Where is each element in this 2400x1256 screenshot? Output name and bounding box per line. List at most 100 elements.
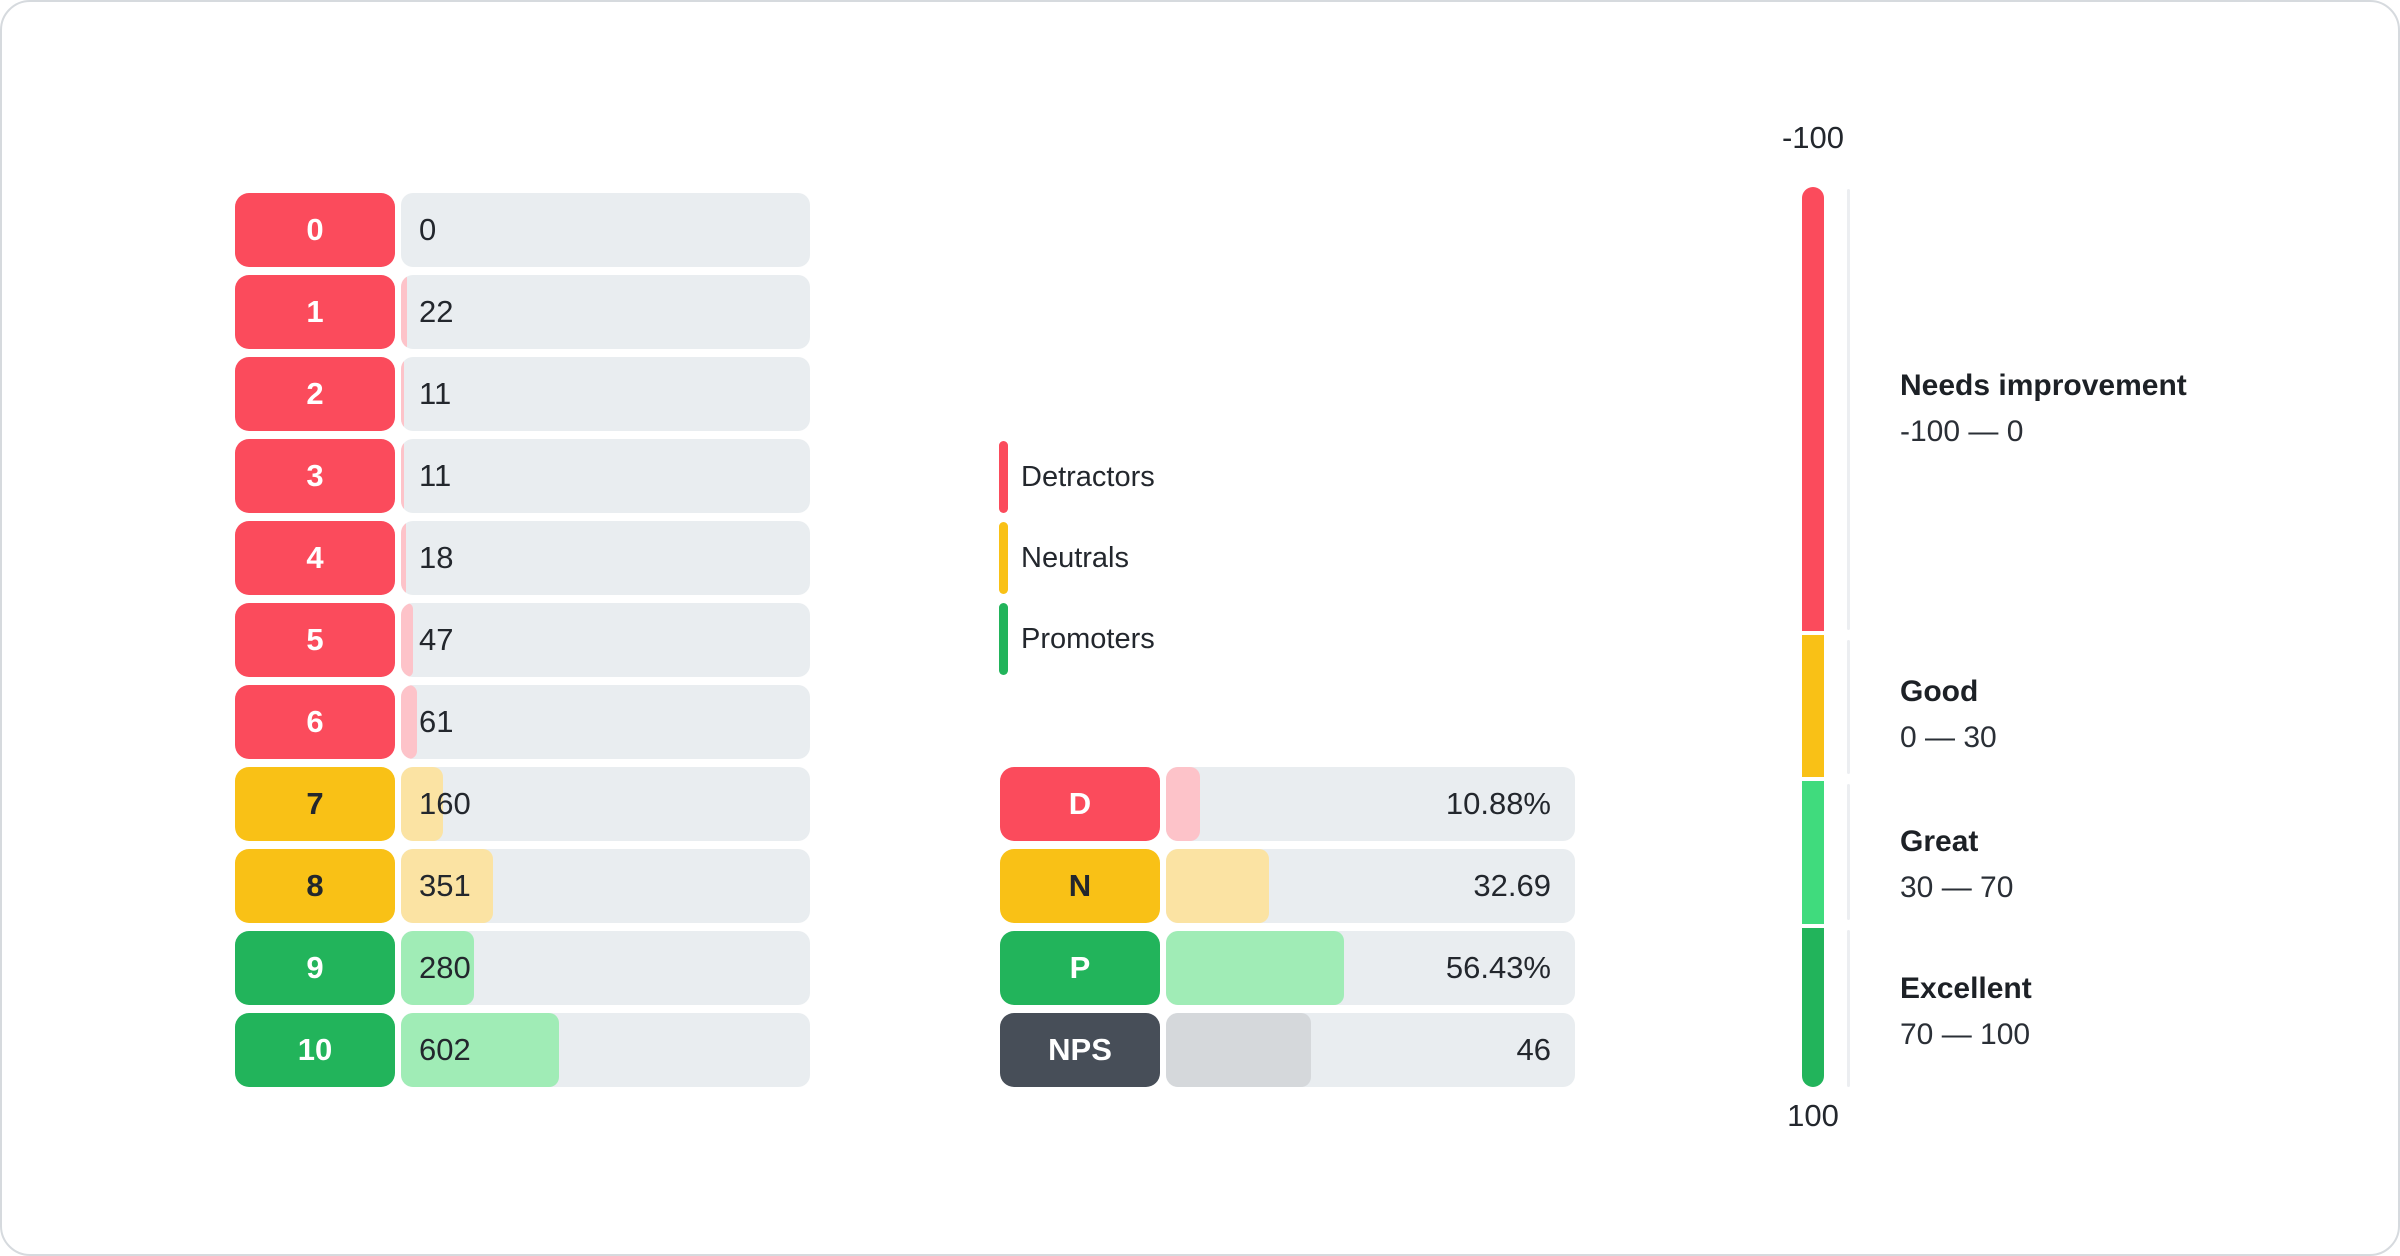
gauge-zone-title: Great: [1900, 825, 1979, 858]
summary-track-p: 56.43%: [1166, 931, 1575, 1005]
score-bar-fill-9: [401, 931, 475, 1005]
score-count-label: 22: [419, 294, 454, 329]
score-badge-0: 0: [235, 193, 395, 267]
score-row-5: 5 47: [235, 603, 810, 677]
summary-row-d: D 10.88%: [1000, 767, 1575, 841]
score-count-label: 47: [419, 622, 454, 657]
score-row-1: 1 22: [235, 275, 810, 349]
score-count-label: 11: [419, 376, 452, 411]
gauge-axis-segment: [1847, 930, 1850, 1087]
summary-badge-d: D: [1000, 767, 1160, 841]
score-badge-8: 8: [235, 849, 395, 923]
gauge-zone-title: Needs improvement: [1900, 369, 2187, 402]
summary-bar-fill-n: [1166, 849, 1269, 923]
legend-label: Promoters: [1021, 622, 1155, 655]
score-badge-2: 2: [235, 357, 395, 431]
legend-label: Neutrals: [1021, 541, 1129, 574]
score-row-10: 10 602: [235, 1013, 810, 1087]
score-count-label: 160: [419, 786, 471, 821]
gauge-zone-great: Great 30 — 70: [1900, 820, 2013, 912]
score-bar-fill-4: [401, 521, 406, 595]
gauge-max-label: 100: [1787, 1098, 1839, 1133]
score-badge-1: 1: [235, 275, 395, 349]
score-distribution-chart: 0 0 1 22 2 11 3 11 4 18 5 47 6 61 7 160 8 351 9 280 10 602: [235, 193, 810, 1095]
summary-bar-fill-nps: [1166, 1013, 1311, 1087]
gauge-zone-good: Good 0 — 30: [1900, 670, 1997, 762]
legend-swatch-promoters: [999, 603, 1008, 675]
summary-bar-fill-d: [1166, 767, 1201, 841]
summary-track-n: 32.69: [1166, 849, 1575, 923]
score-bar-fill-3: [401, 439, 404, 513]
gauge-zone-excellent: Excellent 70 — 100: [1900, 967, 2032, 1059]
gauge-zone-range: 70 — 100: [1900, 1018, 2031, 1051]
score-badge-3: 3: [235, 439, 395, 513]
score-track-2: 11: [401, 357, 810, 431]
score-track-0: 0: [401, 193, 810, 267]
score-track-7: 160: [401, 767, 810, 841]
score-track-3: 11: [401, 439, 810, 513]
summary-badge-p: P: [1000, 931, 1160, 1005]
score-badge-4: 4: [235, 521, 395, 595]
score-badge-10: 10: [235, 1013, 395, 1087]
gauge-zone-range: 30 — 70: [1900, 871, 2014, 904]
gauge-axis-segment: [1847, 189, 1850, 630]
score-count-label: 18: [419, 540, 454, 575]
score-badge-6: 6: [235, 685, 395, 759]
score-count-label: 602: [419, 1032, 471, 1067]
gauge-segment-needs-improvement: [1802, 187, 1824, 631]
score-track-10: 602: [401, 1013, 810, 1087]
summary-value-label: 32.69: [1473, 868, 1551, 903]
score-row-8: 8 351: [235, 849, 810, 923]
score-bar-fill-5: [401, 603, 414, 677]
summary-row-p: P 56.43%: [1000, 931, 1575, 1005]
score-row-7: 7 160: [235, 767, 810, 841]
score-count-label: 351: [419, 868, 471, 903]
gauge-axis-segment: [1847, 640, 1850, 774]
summary-badge-n: N: [1000, 849, 1160, 923]
gauge-zone-title: Good: [1900, 675, 1979, 708]
legend-label: Detractors: [1021, 460, 1155, 493]
gauge-zone-needs-improvement: Needs improvement -100 — 0: [1900, 364, 2187, 456]
summary-track-nps: 46: [1166, 1013, 1575, 1087]
score-bar-fill-8: [401, 849, 493, 923]
nps-summary-chart: D 10.88% N 32.69 P 56.43% NPS 46: [1000, 767, 1575, 1095]
score-count-label: 61: [419, 704, 454, 739]
legend-item-promoters: Promoters: [999, 603, 1155, 675]
score-bar-fill-2: [401, 357, 404, 431]
score-bar-fill-1: [401, 275, 407, 349]
summary-row-n: N 32.69: [1000, 849, 1575, 923]
gauge-zone-range: 0 — 30: [1900, 721, 1997, 754]
gauge-zone-title: Excellent: [1900, 972, 2032, 1005]
score-track-8: 351: [401, 849, 810, 923]
legend-item-neutrals: Neutrals: [999, 522, 1155, 594]
score-track-4: 18: [401, 521, 810, 595]
score-badge-9: 9: [235, 931, 395, 1005]
score-row-4: 4 18: [235, 521, 810, 595]
gauge-min-label: -100: [1781, 120, 1845, 155]
score-bar-fill-10: [401, 1013, 559, 1087]
score-row-9: 9 280: [235, 931, 810, 1005]
score-badge-7: 7: [235, 767, 395, 841]
score-track-5: 47: [401, 603, 810, 677]
gauge-zone-range: -100 — 0: [1900, 415, 2024, 448]
summary-badge-nps: NPS: [1000, 1013, 1160, 1087]
score-track-6: 61: [401, 685, 810, 759]
gauge-axis-segment: [1847, 784, 1850, 920]
score-bar-fill-7: [401, 767, 443, 841]
gauge-segment-great: [1802, 781, 1824, 924]
score-count-label: 0: [419, 212, 437, 247]
summary-track-d: 10.88%: [1166, 767, 1575, 841]
score-row-6: 6 61: [235, 685, 810, 759]
summary-row-nps: NPS 46: [1000, 1013, 1575, 1087]
gauge-segment-good: [1802, 635, 1824, 777]
score-count-label: 280: [419, 950, 471, 985]
score-track-1: 22: [401, 275, 810, 349]
legend-swatch-detractors: [999, 441, 1008, 513]
legend: Detractors Neutrals Promoters: [999, 441, 1155, 684]
summary-value-label: 10.88%: [1445, 786, 1551, 821]
summary-bar-fill-p: [1166, 931, 1344, 1005]
score-badge-5: 5: [235, 603, 395, 677]
legend-item-detractors: Detractors: [999, 441, 1155, 513]
legend-swatch-neutrals: [999, 522, 1008, 594]
